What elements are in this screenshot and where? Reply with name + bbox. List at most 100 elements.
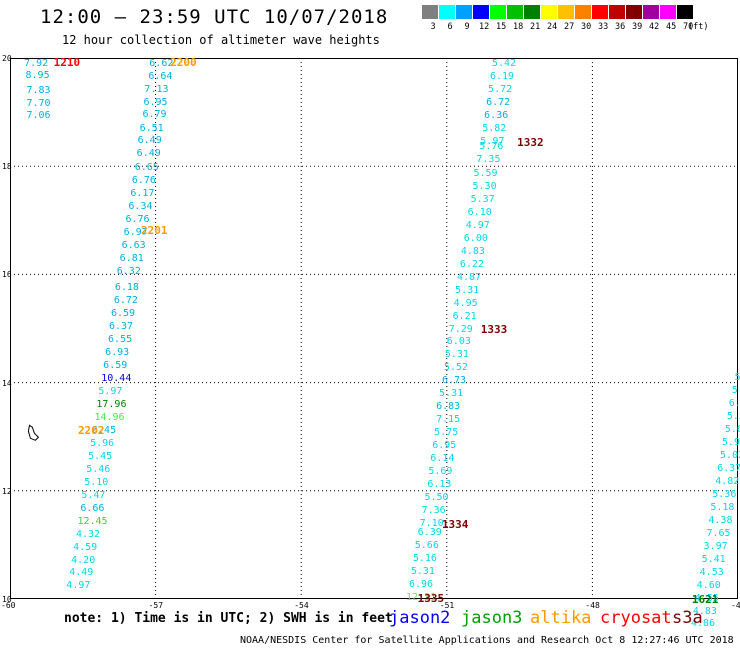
wave-height-point: 4.20 [71, 554, 96, 566]
wave-height-point: 6.45 [92, 424, 117, 436]
wave-height-point: 6.39 [417, 527, 442, 539]
wave-height-point: 5.75 [434, 427, 459, 439]
wave-height-point: 6.00 [463, 232, 488, 244]
wave-height-point: 8.95 [25, 70, 50, 82]
map-border [10, 58, 738, 599]
wave-height-point: 4.60 [696, 579, 721, 591]
wave-height-point: 5.46 [86, 463, 111, 475]
wave-height-point: 5.10 [84, 476, 109, 488]
wave-height-point: 5.76 [479, 141, 504, 153]
wave-height-point: 6.66 [80, 502, 105, 514]
wave-height-point: 7.06 [26, 109, 51, 121]
wave-height-point: 6.10 [467, 206, 492, 218]
wave-height-point: 7.70 [26, 97, 51, 109]
wave-height-point: 4.59 [73, 541, 98, 553]
wave-height-point: 6.34 [128, 200, 153, 212]
wave-height-point: 4.97 [465, 219, 490, 231]
wave-height-point: 5.47 [81, 489, 106, 501]
wave-height-point: 6.49 [137, 135, 162, 147]
mission-s3a: s3a [672, 608, 703, 628]
legend-value-12: 12 [479, 22, 490, 32]
pass-time-label: 2201 [141, 224, 168, 238]
wave-height-point: 5.42 [491, 57, 517, 69]
wave-height-point: 6.15 [728, 398, 740, 410]
legend-swatch-21 [524, 5, 541, 19]
wave-height-point: 6.95 [143, 96, 168, 108]
wave-height-point: 6.59 [103, 359, 128, 371]
legend-value-42: 42 [649, 22, 660, 32]
wave-height-point: 6.93 [105, 346, 130, 358]
wave-height-point: 6.72 [486, 96, 511, 108]
wave-height-point: 6.03 [446, 336, 471, 348]
legend-value-15: 15 [496, 22, 507, 32]
wave-height-point: 6.32 [116, 265, 141, 277]
wave-height-point: 6.97 [123, 226, 148, 238]
color-scale-legend [422, 5, 694, 19]
wave-height-point: 6.63 [121, 239, 146, 251]
pass-time-label: 1332 [517, 136, 544, 150]
legend-swatch-3 [422, 5, 439, 19]
legend-value-9: 9 [464, 22, 470, 32]
wave-height-point: 5.72 [488, 83, 513, 95]
wave-height-point: 5.37 [470, 193, 495, 205]
wave-height-point: 4.87 [456, 271, 482, 283]
wave-height-point: 4.38 [708, 515, 733, 526]
note-text: note: 1) Time is in UTC; 2) SWH is in fe… [64, 611, 393, 626]
wave-height-point: 6.59 [110, 307, 136, 319]
pass-time-label: 1333 [480, 322, 508, 336]
wave-height-point: 7.36 [421, 505, 446, 517]
wave-height-point: 5.66 [414, 540, 439, 552]
footer-credit: NOAA/NESDIS Center for Satellite Applica… [240, 635, 734, 646]
longitude-label: -48 [585, 601, 600, 610]
latitude-label: 10 [2, 595, 12, 604]
wave-height-point: 5.18 [710, 502, 735, 514]
wave-height-point: 6.18 [114, 281, 139, 293]
wave-height-point: 5.30 [472, 180, 497, 192]
wave-height-point: 5.52 [443, 362, 468, 374]
pass-time-label: 1210 [53, 56, 81, 70]
wave-height-point: 5.50 [424, 492, 449, 504]
wave-height-point: 6.13 [427, 479, 452, 491]
wave-height-point: 6.95 [432, 440, 457, 452]
wave-height-point: 5.59 [473, 167, 498, 179]
pass-time-label: 1335 [417, 592, 445, 605]
wave-height-point: 5.97 [98, 385, 123, 397]
wave-height-point: 4.53 [699, 566, 724, 578]
legend-value-24: 24 [547, 22, 558, 32]
pass-time-label: 2200 [170, 56, 197, 70]
wave-height-point: 6.51 [139, 122, 164, 134]
legend-value-30: 30 [581, 22, 592, 32]
wave-height-point: 5.97 [480, 136, 505, 148]
wave-height-point: 17.96 [96, 398, 127, 410]
legend-swatch-30 [575, 5, 592, 19]
wave-height-point: 7.35 [476, 154, 501, 166]
wave-height-point: 6.81 [119, 252, 144, 264]
latitude-label: 12 [2, 486, 12, 496]
wave-height-point: 4.49 [69, 567, 94, 579]
wave-height-point: 7.15 [436, 414, 461, 426]
wave-height-point: 6.17 [130, 187, 155, 199]
legend-swatch-6 [439, 5, 456, 19]
longitude-label: -45 [731, 601, 740, 610]
wave-height-point: 7.29 [448, 323, 473, 335]
wave-height-point: 5.36 [712, 489, 737, 501]
map-title: 12:00 – 23:59 UTC 10/07/2018 [40, 6, 389, 28]
legend-value-21: 21 [530, 22, 541, 32]
wave-height-point: 6.62 [149, 57, 174, 69]
wave-height-point: 6.19 [489, 70, 515, 82]
wave-height-point: 6.37 [109, 320, 134, 332]
legend-swatch-42 [643, 5, 660, 19]
mission-altika: altika [530, 608, 592, 628]
wave-height-point: 6.49 [136, 148, 161, 160]
wave-height-point: 4.86 [690, 618, 716, 630]
wave-height-point: 14.96 [94, 411, 125, 423]
legend-value-6: 6 [447, 22, 453, 32]
legend-value-39: 39 [632, 22, 643, 32]
legend-swatch-9 [456, 5, 473, 19]
mission-cryosat: cryosat [600, 608, 672, 628]
legend-swatch-45 [660, 5, 677, 19]
mission-jason3: jason3 [461, 608, 523, 628]
wave-height-point: 4.55 [694, 592, 719, 604]
wave-height-point: 6.36 [484, 109, 509, 121]
wave-height-point: 4.97 [66, 580, 91, 592]
